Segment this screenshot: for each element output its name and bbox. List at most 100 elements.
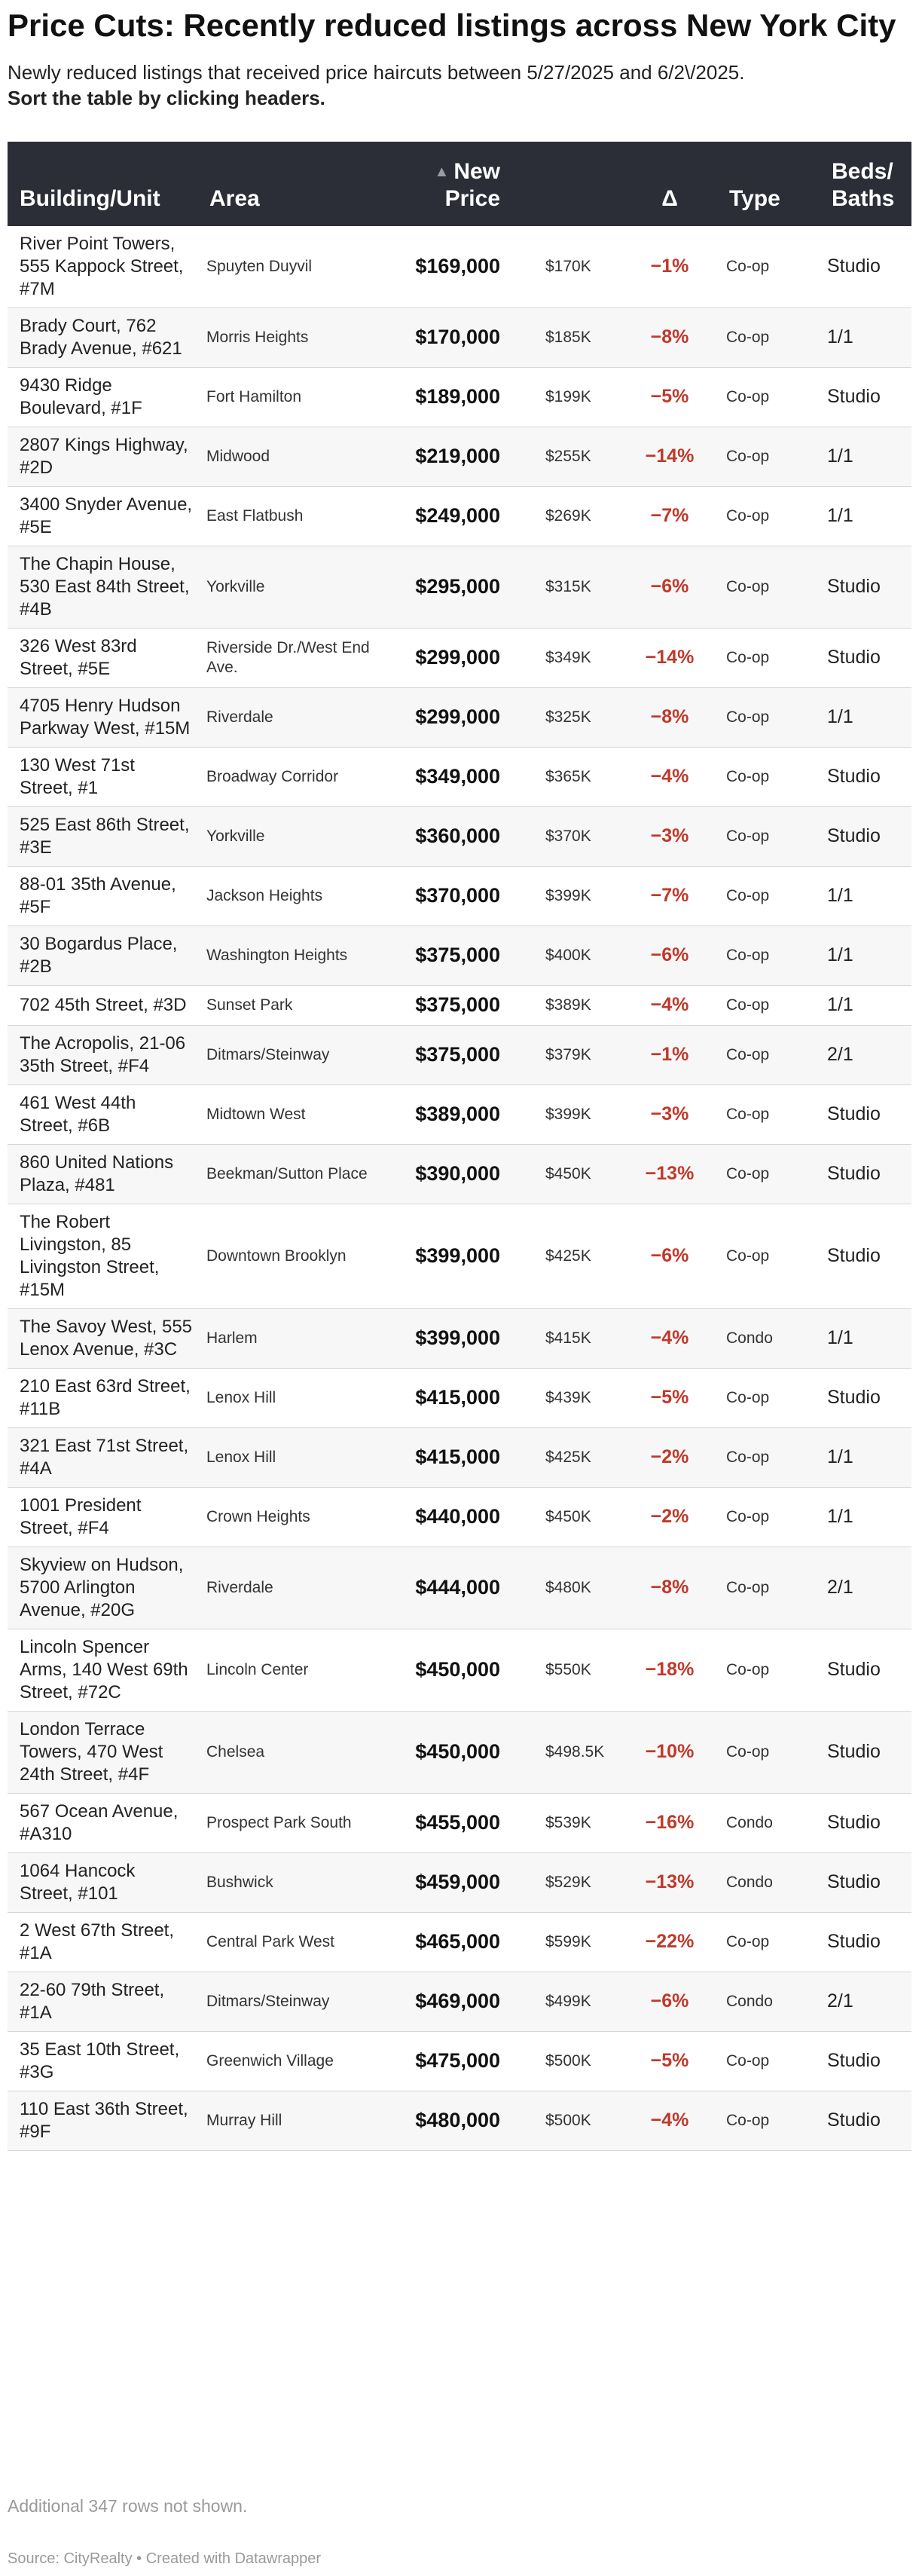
cell-beds-baths: Studio bbox=[827, 1812, 881, 1834]
cell-area: Spuyten Duyvil bbox=[206, 257, 313, 275]
cell-beds-baths: Studio bbox=[827, 825, 881, 847]
cell-delta: −4% bbox=[650, 994, 689, 1016]
cell-new-price: $459,000 bbox=[415, 1870, 500, 1893]
cell-area: Ditmars/Steinway bbox=[206, 1992, 330, 2010]
cell-delta: −6% bbox=[650, 944, 689, 966]
table-row: 35 East 10th Street, #3G Greenwich Villag… bbox=[8, 2031, 911, 2091]
cell-area: Lenox Hill bbox=[206, 1388, 276, 1406]
cell-area: Fort Hamilton bbox=[206, 387, 302, 405]
cell-beds-baths: Studio bbox=[827, 2050, 881, 2072]
cell-new-price: $299,000 bbox=[415, 646, 500, 669]
cell-old-price: $379K bbox=[545, 1045, 591, 1063]
cell-type: Co-op bbox=[726, 648, 770, 666]
cell-beds-baths: 1/1 bbox=[827, 706, 853, 728]
listings-table: Building/Unit Area ▲ New Price Δ Type Bed… bbox=[8, 142, 911, 2151]
cell-area: Yorkville bbox=[206, 577, 265, 595]
header-area[interactable]: Area bbox=[197, 142, 381, 226]
cell-old-price: $255K bbox=[545, 447, 591, 465]
cell-building: 567 Ocean Avenue, #A310 bbox=[20, 1800, 179, 1844]
header-type-label: Type bbox=[729, 186, 780, 211]
header-new-price-label: New Price bbox=[444, 159, 500, 211]
cell-type: Co-op bbox=[726, 1448, 770, 1466]
cell-new-price: $469,000 bbox=[415, 1989, 500, 2012]
cell-beds-baths: Studio bbox=[827, 1659, 881, 1681]
table-row: 4705 Henry Hudson Parkway West, #15M Rive… bbox=[8, 687, 911, 748]
cell-delta: −16% bbox=[645, 1812, 695, 1834]
cell-area: Riverdale bbox=[206, 1578, 273, 1596]
cell-type: Co-op bbox=[726, 577, 770, 595]
table-row: The Savoy West, 555 Lenox Avenue, #3C Har… bbox=[8, 1308, 911, 1369]
header-delta-label: Δ bbox=[661, 186, 678, 211]
table-row: 30 Bogardus Place, #2B Washington Heights… bbox=[8, 925, 911, 986]
cell-new-price: $444,000 bbox=[415, 1575, 500, 1599]
cell-building: Skyview on Hudson, 5700 Arlington Avenue… bbox=[20, 1554, 184, 1620]
cell-type: Co-op bbox=[726, 1105, 770, 1123]
table-row: 88-01 35th Avenue, #5F Jackson Heights $37… bbox=[8, 867, 911, 926]
cell-area: Jackson Heights bbox=[206, 886, 323, 904]
header-old-price[interactable] bbox=[512, 142, 622, 226]
table-row: 2 West 67th Street, #1A Central Park West… bbox=[8, 1912, 911, 1972]
cell-new-price: $399,000 bbox=[415, 1326, 500, 1349]
cell-new-price: $299,000 bbox=[415, 705, 500, 729]
header-building[interactable]: Building/Unit bbox=[8, 142, 197, 226]
cell-old-price: $499K bbox=[545, 1992, 591, 2010]
cell-beds-baths: 1/1 bbox=[827, 1446, 853, 1468]
cell-area: Midtown West bbox=[206, 1105, 306, 1123]
cell-delta: −2% bbox=[650, 1506, 689, 1528]
table-row: London Terrace Towers, 470 West 24th Str… bbox=[8, 1711, 911, 1794]
cell-building: The Chapin House, 530 East 84th Street, … bbox=[20, 554, 190, 620]
cell-type: Co-op bbox=[726, 1578, 770, 1596]
cell-type: Co-op bbox=[726, 328, 770, 346]
cell-type: Co-op bbox=[726, 1507, 770, 1525]
table-header-row: Building/Unit Area ▲ New Price Δ Type Bed… bbox=[8, 142, 911, 226]
cell-type: Condo bbox=[726, 1813, 773, 1831]
cell-delta: −14% bbox=[645, 445, 695, 467]
cell-type: Co-op bbox=[726, 996, 770, 1014]
cell-building: 1001 President Street, #F4 bbox=[20, 1495, 142, 1538]
cell-area: Chelsea bbox=[206, 1742, 265, 1761]
cell-old-price: $539K bbox=[545, 1813, 591, 1831]
rows-not-shown-note: Additional 347 rows not shown. bbox=[8, 2496, 248, 2516]
table-row: 1064 Hancock Street, #101 Bushwick $459,00… bbox=[8, 1852, 911, 1913]
cell-beds-baths: 1/1 bbox=[827, 994, 853, 1016]
sort-instruction: Sort the table by clicking headers. bbox=[8, 86, 325, 109]
cell-building: The Savoy West, 555 Lenox Avenue, #3C bbox=[20, 1316, 193, 1360]
cell-beds-baths: 1/1 bbox=[827, 505, 853, 527]
table-row: 210 East 63rd Street, #11B Lenox Hill $415… bbox=[8, 1368, 911, 1428]
header-new-price[interactable]: ▲ New Price bbox=[381, 142, 512, 226]
cell-area: Riverdale bbox=[206, 708, 273, 726]
cell-building: 110 East 36th Street, #9F bbox=[20, 2098, 188, 2142]
cell-beds-baths: Studio bbox=[827, 1387, 881, 1409]
cell-delta: −8% bbox=[650, 326, 689, 348]
cell-delta: −18% bbox=[645, 1659, 695, 1681]
cell-type: Co-op bbox=[726, 257, 770, 275]
cell-area: Broadway Corridor bbox=[206, 767, 339, 785]
cell-old-price: $550K bbox=[545, 1660, 591, 1678]
cell-beds-baths: Studio bbox=[827, 255, 881, 277]
cell-beds-baths: 1/1 bbox=[827, 885, 853, 907]
cell-building: 461 West 44th Street, #6B bbox=[20, 1092, 136, 1136]
cell-old-price: $415K bbox=[545, 1329, 591, 1347]
table-row: Lincoln Spencer Arms, 140 West 69th Stre… bbox=[8, 1629, 911, 1712]
cell-old-price: $389K bbox=[545, 996, 591, 1014]
cell-type: Co-op bbox=[726, 1164, 770, 1182]
header-delta[interactable]: Δ bbox=[622, 142, 717, 226]
cell-type: Co-op bbox=[726, 1388, 770, 1406]
cell-delta: −3% bbox=[650, 1103, 689, 1125]
cell-new-price: $249,000 bbox=[415, 504, 500, 528]
page-title: Price Cuts: Recently reduced listings ac… bbox=[8, 8, 896, 43]
table-row: Skyview on Hudson, 5700 Arlington Avenue… bbox=[8, 1547, 911, 1629]
cell-new-price: $389,000 bbox=[415, 1102, 500, 1125]
header-beds-baths-label: Beds/ Baths bbox=[832, 159, 895, 211]
cell-delta: −4% bbox=[650, 766, 689, 788]
cell-beds-baths: 1/1 bbox=[827, 445, 853, 467]
cell-new-price: $375,000 bbox=[415, 993, 500, 1016]
header-beds-baths[interactable]: Beds/ Baths bbox=[820, 142, 911, 226]
cell-delta: −8% bbox=[650, 1577, 689, 1599]
cell-type: Co-op bbox=[726, 827, 770, 845]
cell-beds-baths: 1/1 bbox=[827, 944, 853, 966]
cell-area: Midwood bbox=[206, 447, 270, 465]
header-type[interactable]: Type bbox=[717, 142, 820, 226]
cell-delta: −8% bbox=[650, 706, 689, 728]
cell-type: Co-op bbox=[726, 946, 770, 964]
